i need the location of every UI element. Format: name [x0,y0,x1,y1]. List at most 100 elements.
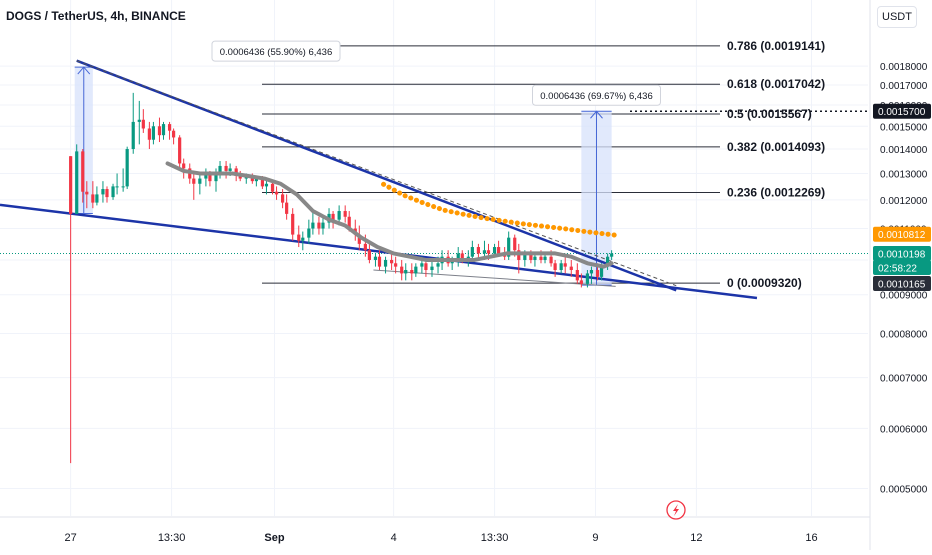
measure-arrow-head [590,110,603,119]
currency-button[interactable]: USDT [877,6,917,28]
candle-body [147,128,151,140]
candle-body [311,222,315,229]
candle-body [95,194,99,203]
measure-tools[interactable] [0,66,870,286]
price-tick-label: 0.0017000 [880,81,928,92]
candle-body [476,247,481,254]
candle-body [523,253,527,260]
time-tick-label: 12 [690,532,702,544]
price-tick-label: 0.0014000 [880,145,928,156]
candle-body [606,256,610,267]
candle-body [563,263,567,267]
candles [69,92,614,464]
candle-body [513,237,517,251]
candle-body [357,234,361,244]
time-tick-label: 16 [805,532,817,544]
candle-body [549,256,553,264]
candle-body [274,191,279,195]
candle-body [343,211,347,217]
symbol-title[interactable]: DOGS / TetherUS, 4h, BINANCE [6,9,186,23]
candle-body [575,270,579,281]
fib-level-label: 0.236 (0.0012269) [727,186,825,200]
candle-body [204,173,208,179]
candle-body [81,151,85,192]
time-axis[interactable]: 27 13:30 Sep 4 13:30 9 12 16 [65,532,818,544]
price-tick-label: 0.0013000 [880,169,928,180]
candle-body [599,266,604,277]
time-tick-label: 13:30 [481,532,509,544]
projection-dashed-line[interactable] [76,60,677,287]
tag-countdown-bg [873,260,931,276]
candle-body [579,280,583,284]
measure-label: 0.0006436 (69.67%) 6,436 [540,91,653,102]
candle-body [589,270,594,274]
candle-body [383,259,388,267]
fib-level-label: 0.5 (0.0015567) [727,107,812,121]
candle-body [291,213,295,235]
candle-body [238,176,242,179]
price-tick-label: 0.0012000 [880,196,928,207]
candle-body [373,256,378,260]
candle-body [254,178,258,182]
candle-body [410,270,414,274]
candle-body [141,119,145,129]
candle-body [198,178,202,184]
candle-body [69,156,73,214]
candle-body [125,149,129,187]
price-tick-label: 0.0015000 [880,122,928,133]
support-thin-line[interactable] [373,269,616,287]
candle-body [161,124,166,136]
tag-ma-price: 0.0010812 [878,230,926,241]
candle-body [539,256,543,260]
candle-body [192,178,196,184]
tag-ma-price-bg [873,226,931,242]
candle-body [281,194,285,203]
candle-body [414,266,418,274]
candle-body [151,126,156,140]
wedge-trendline[interactable] [0,203,758,300]
fib-level-label: 0.786 (0.0019141) [727,39,825,53]
time-tick-label: 27 [65,532,77,544]
tag-countdown: 02:58:22 [878,264,917,275]
measure-arrow-head [77,66,91,75]
candle-body [533,256,537,260]
candle-body [569,266,573,271]
candle-body [456,253,460,260]
candle-body [115,186,119,188]
candle-body [585,273,590,284]
fib-level-label: 0.618 (0.0017042) [727,77,825,91]
candle-body [301,237,305,241]
candle-body [553,263,557,271]
candle-body [424,263,428,271]
tag-fib-level-bg [873,103,931,119]
wedge-trendline[interactable] [76,59,677,292]
fib-level-label: 0.382 (0.0014093) [727,140,825,154]
wedge-trendlines[interactable] [0,59,758,300]
price-tick-label: 0.0007000 [880,374,928,385]
fib-retracement[interactable]: 0.786 (0.0019141) 0.618 (0.0017042) 0.5 (0… [262,39,825,290]
lightning-icon[interactable] [666,500,686,520]
price-tick-label: 0.0009000 [880,291,928,302]
price-tick-label: 0.0018000 [880,62,928,73]
lightning-icon-bolt [673,504,679,516]
candle-body [167,124,172,131]
candle-body [595,270,600,277]
candle-body [496,247,501,254]
ma-line-gray [165,161,614,269]
candle-body [182,163,186,169]
candle-body [101,189,105,195]
price-tick-label: 0.0005000 [880,485,928,496]
candle-body [297,234,301,241]
candle-body [507,237,511,257]
candle-body [91,194,95,203]
price-tick-label: 0.0008000 [880,330,928,341]
candle-body [105,189,109,198]
fib-level-label: 0 (0.0009320) [727,276,802,290]
candle-body [367,250,372,260]
candle-body [482,250,487,254]
candle-body [208,173,212,182]
candle-body [559,263,563,271]
candle-body [470,247,474,257]
